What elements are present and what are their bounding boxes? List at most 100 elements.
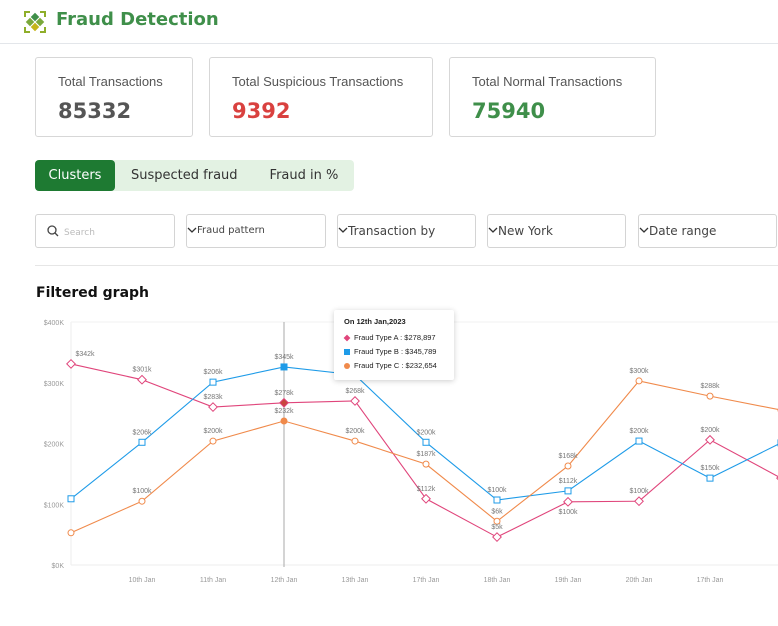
data-label: $100k [629,488,649,495]
data-label: $112k [417,486,436,493]
data-point [138,497,146,505]
chevron-down-icon [488,227,498,233]
x-tick-label: 12th Jan [271,577,298,584]
tab-clusters[interactable]: Clusters [35,160,115,191]
y-tick-label: $200K [44,442,65,449]
search-placeholder: Search [64,228,95,238]
data-label: $300k [629,368,649,375]
data-point [422,460,430,468]
data-label: $150k [700,465,720,472]
data-point [635,377,643,385]
data-point [279,397,289,408]
data-label: $342k [75,351,95,358]
transaction-by-dropdown[interactable]: Transaction by [337,214,476,248]
y-tick-label: $100K [44,502,65,509]
search-icon [47,225,59,237]
data-point [66,358,76,369]
tab-fraud-percent[interactable]: Fraud in % [269,168,339,183]
diamond-icon [343,334,351,341]
data-label: $200k [629,428,649,435]
data-label: $5k [491,524,503,531]
tooltip-row-label: Fraud Type A : $278,897 [354,333,436,342]
data-point [705,434,715,445]
x-tick-label: 10th Jan [129,577,156,584]
data-label: $268k [345,388,365,395]
tooltip-row: Fraud Type C : $232,654 [344,361,444,370]
data-point [209,378,217,386]
data-point [137,374,147,385]
data-point [208,402,218,412]
tooltip-row-label: Fraud Type C : $232,654 [354,361,437,370]
data-point [280,363,288,371]
graph-title: Filtered graph [36,285,150,301]
dropdown-label: New York [498,224,553,238]
data-label: $100k [487,487,507,494]
data-point [564,462,572,470]
scan-focus-icon [24,11,46,33]
data-point [209,437,217,445]
data-point [67,529,75,537]
data-label: $200k [416,429,436,436]
dropdown-label: Fraud pattern [197,225,265,236]
search-input[interactable]: Search [35,214,175,248]
card-value: 85332 [58,99,132,123]
data-point [635,437,643,445]
date-range-dropdown[interactable]: Date range [638,214,777,248]
data-label: $200k [700,427,720,434]
data-label: $200k [203,428,223,435]
data-label: $187k [416,451,436,458]
data-point [563,496,573,507]
data-label: $301k [132,367,152,374]
fraud-pattern-dropdown[interactable]: Fraud pattern [186,214,326,248]
normal-transactions-card: Total Normal Transactions 75940 [449,57,656,137]
card-label: Total Transactions [58,74,163,89]
x-tick-label: 18th Jan [484,577,511,584]
card-label: Total Normal Transactions [472,74,623,89]
app-title: Fraud Detection [56,9,219,30]
dropdown-label: Date range [649,224,717,238]
y-tick-label: $300K [44,381,65,388]
data-label: $100k [558,509,578,516]
tab-suspected-fraud[interactable]: Suspected fraud [131,168,238,183]
data-point [706,392,714,400]
data-point [138,438,146,446]
card-value: 75940 [472,99,546,123]
data-point [67,495,75,503]
circle-icon [344,362,350,369]
data-point [351,437,359,445]
data-label: $6k [491,508,503,515]
data-point [492,532,502,543]
data-label: $283k [203,394,223,401]
view-tabs: Clusters Suspected fraud Fraud in % [35,160,355,191]
data-label: $200k [345,428,365,435]
data-label: $112k [559,478,578,485]
data-label: $206k [132,429,152,436]
tooltip-row: Fraud Type B : $345,789 [344,347,444,356]
chart-tooltip: On 12th Jan,2023 Fraud Type A : $278,897… [334,310,454,380]
total-transactions-card: Total Transactions 85332 [35,57,193,137]
y-tick-label: $400K [44,320,65,327]
app-header: Fraud Detection [0,0,778,44]
location-dropdown[interactable]: New York [487,214,626,248]
x-tick-label: 20th Jan [626,577,653,584]
suspicious-transactions-card: Total Suspicious Transactions 9392 [209,57,433,137]
data-point [634,496,644,507]
square-icon [344,348,350,355]
dropdown-label: Transaction by [348,224,436,238]
data-point [421,493,431,504]
x-tick-label: 11th Jan [200,577,226,584]
data-label: $345k [274,354,294,361]
data-point [493,517,501,525]
card-label: Total Suspicious Transactions [232,74,404,89]
tooltip-row-label: Fraud Type B : $345,789 [354,347,437,356]
data-label: $278k [274,390,294,397]
data-point [564,487,572,495]
divider [35,265,778,266]
data-point [706,474,714,482]
data-label: $206k [203,369,223,376]
x-tick-label: 13th Jan [342,577,369,584]
x-tick-label: 19th Jan [555,577,582,584]
data-point [350,396,360,406]
data-label: $288k [700,383,720,390]
